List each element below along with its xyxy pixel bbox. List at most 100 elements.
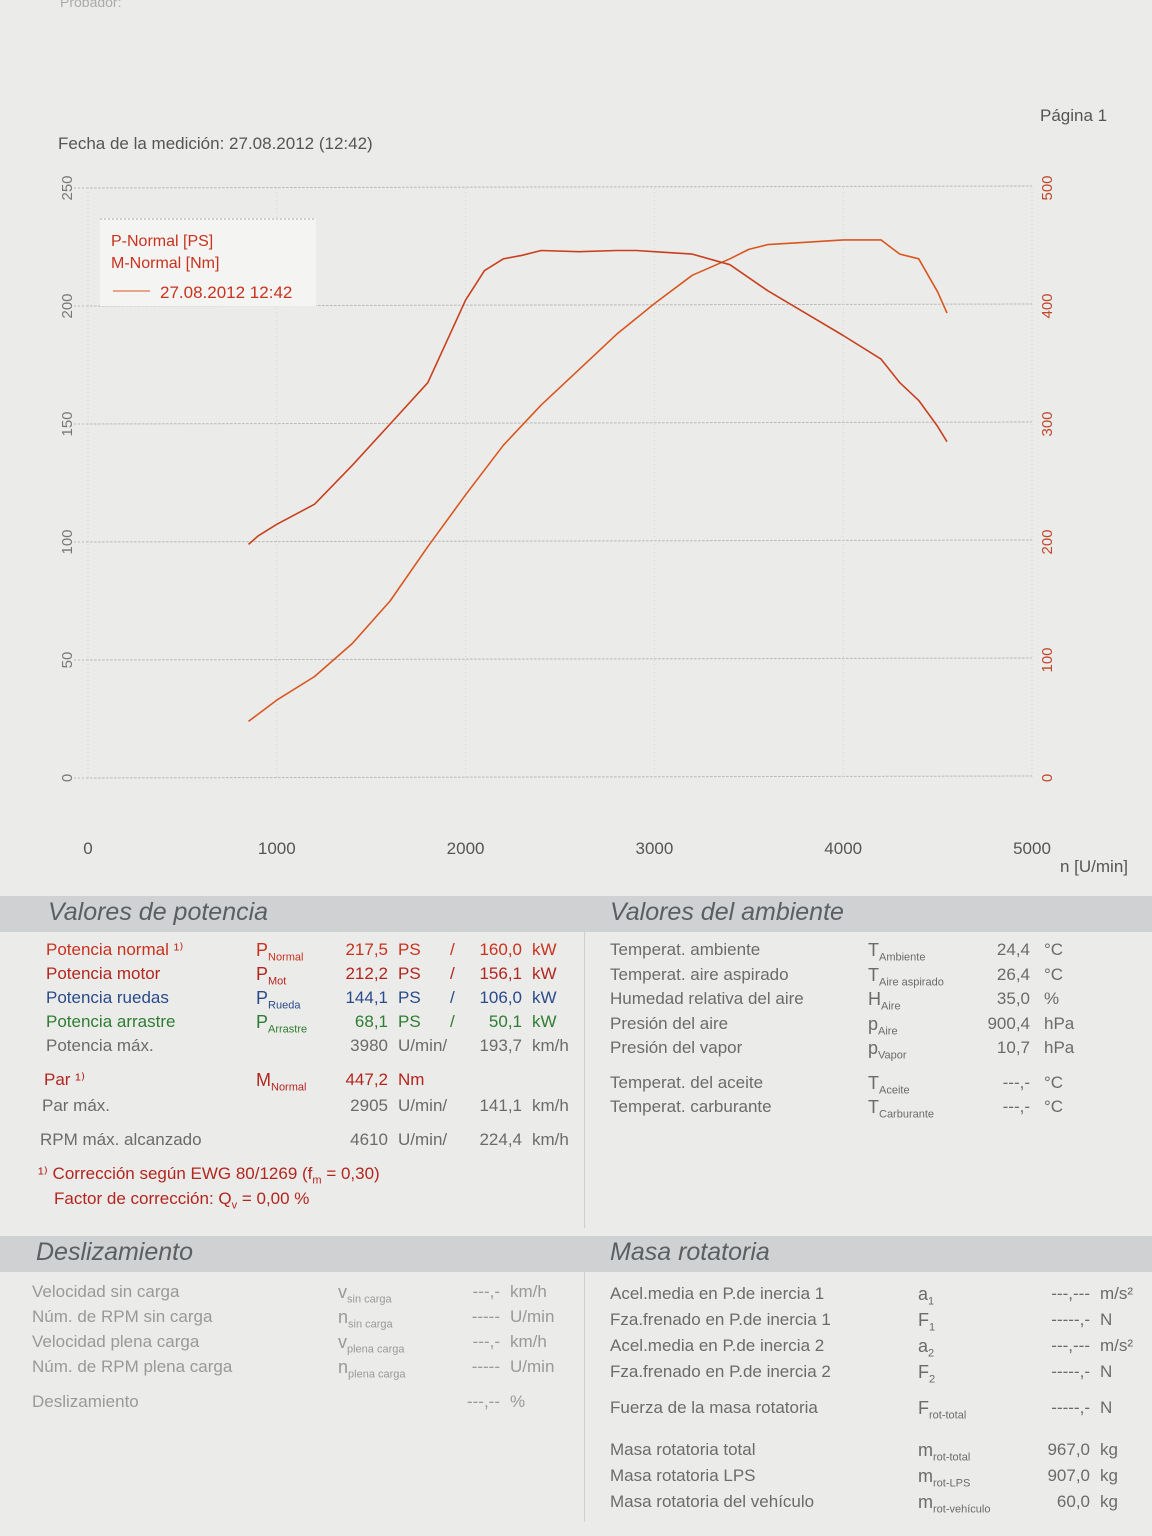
y-left-tick-label: 50: [59, 652, 76, 669]
y-right-tick-label: 200: [1039, 529, 1056, 554]
row-value: ---,---: [1051, 1336, 1090, 1355]
row-value: ---,--: [466, 1392, 500, 1411]
row-value: 907,0: [1047, 1466, 1090, 1485]
row-label: Velocidad plena carga: [32, 1332, 200, 1351]
row-value: -----,-: [1051, 1310, 1090, 1329]
y-left-ticks: 0 50 100 150 200 250: [59, 175, 76, 782]
row-value: -----,-: [1051, 1398, 1090, 1417]
y-left-tick-label: 100: [59, 529, 76, 554]
row-value: 60,0: [1056, 1492, 1090, 1511]
x-tick-label: 3000: [635, 839, 673, 858]
row-value: 24,4: [996, 940, 1030, 959]
row-value: ---,-: [472, 1282, 500, 1301]
row-symbol: TAmbiente: [868, 940, 926, 964]
row-unit: U/min: [510, 1357, 555, 1376]
grid-line-h-right: [87, 775, 1033, 779]
row-symbol: mrot-LPS: [918, 1466, 971, 1490]
row-value: 26,4: [996, 964, 1030, 984]
row-label: Presión del aire: [610, 1013, 729, 1033]
row-unit: km/h: [510, 1332, 547, 1351]
row-unit: m/s²: [1100, 1336, 1134, 1355]
row-symbol: HAire: [868, 989, 901, 1013]
x-tick-label: 1000: [258, 839, 296, 858]
page-number: Página 1: [1040, 106, 1108, 125]
row-symbol: TAire aspirado: [868, 964, 944, 989]
x-ticks: 0 1000 2000 3000 4000 5000: [83, 839, 1051, 858]
row-label: Humedad relativa del aire: [610, 989, 804, 1008]
grid-line-h-right: [87, 421, 1033, 425]
row-label: Temperat. del aceite: [610, 1072, 764, 1092]
row-value: 900,4: [987, 1013, 1030, 1033]
row-symbol: Frot-total: [918, 1398, 967, 1422]
row-label: Deslizamiento: [32, 1392, 139, 1411]
row-symbol: pAire: [868, 1013, 898, 1038]
row-symbol: a1: [918, 1284, 935, 1308]
row-label: Temperat. carburante: [610, 1097, 772, 1116]
section-title-masa: Masa rotatoria: [610, 1238, 770, 1266]
row-unit: N: [1100, 1398, 1113, 1417]
legend-run-label: 27.08.2012 12:42: [160, 283, 292, 302]
row-value: 967,0: [1047, 1440, 1090, 1459]
row-value: -----: [471, 1307, 500, 1326]
section-title-deslizamiento: Deslizamiento: [36, 1238, 194, 1266]
row-symbol: mrot-vehículo: [918, 1492, 991, 1516]
row-symbol: F1: [918, 1310, 936, 1334]
row-label: Fza.frenado en P.de inercia 2: [610, 1362, 831, 1381]
row-value: 10,7: [996, 1038, 1030, 1057]
row-unit: kg: [1100, 1440, 1118, 1459]
x-tick-label: 2000: [447, 839, 485, 858]
row-unit: hPa: [1044, 1038, 1075, 1057]
row-label: Masa rotatoria total: [610, 1440, 756, 1459]
row-unit: N: [1100, 1310, 1113, 1329]
correction-factor: Factor de corrección: Qv = 0,00 %: [54, 1189, 310, 1212]
measurement-date: Fecha de la medición: 27.08.2012 (12:42): [58, 134, 373, 153]
column-divider-bottom: [584, 1272, 585, 1522]
grid-line-h-right: [87, 303, 1033, 307]
section-title-potencia: Valores de potencia: [48, 898, 269, 926]
row-unit: %: [1044, 989, 1060, 1008]
row-unit: kg: [1100, 1466, 1118, 1485]
row-label: Núm. de RPM sin carga: [32, 1307, 213, 1326]
tester-label: Probador:: [60, 0, 122, 10]
row-label: Temperat. aire aspirado: [610, 964, 789, 984]
row-symbol: nplena carga: [338, 1357, 406, 1381]
header-band-top: [0, 896, 1152, 932]
row-value: ---,-: [472, 1332, 500, 1351]
header-band-bottom: [0, 1236, 1152, 1272]
row-symbol: F2: [918, 1362, 936, 1386]
y-right-tick-label: 400: [1039, 293, 1056, 318]
row-unit: °C: [1044, 1097, 1064, 1116]
row-label: Temperat. ambiente: [610, 940, 761, 959]
dyno-chart: 0 50 100 150 200 250 0 100 200 300 400 500 0 1000 20…: [59, 175, 1128, 876]
grid-line-h-right: [87, 539, 1033, 543]
x-tick-label: 4000: [824, 839, 862, 858]
grid-line-h-right: [87, 657, 1033, 661]
row-symbol: pVapor: [868, 1038, 907, 1062]
row-unit: km/h: [510, 1282, 547, 1301]
x-axis-label: n [U/min]: [1060, 857, 1128, 876]
chart-legend: P-Normal [PS] M-Normal [Nm] 27.08.2012 1…: [100, 218, 316, 306]
y-left-tick-label: 250: [59, 175, 76, 200]
series-line-power: [248, 239, 948, 723]
row-value: ---,-: [1002, 1072, 1030, 1092]
row-value: ---,---: [1051, 1284, 1090, 1303]
row-unit: N: [1100, 1362, 1113, 1381]
row-label: Velocidad sin carga: [32, 1282, 180, 1301]
row-unit: °C: [1044, 940, 1064, 959]
row-label: Presión del vapor: [610, 1038, 743, 1057]
row-symbol: vplena carga: [338, 1332, 405, 1356]
row-value: -----,-: [1051, 1362, 1090, 1381]
row-label: Acel.media en P.de inercia 1: [610, 1284, 825, 1303]
row-symbol: TAceite: [868, 1072, 910, 1097]
x-tick-label: 5000: [1013, 839, 1051, 858]
row-label: Fuerza de la masa rotatoria: [610, 1398, 818, 1417]
row-unit: %: [510, 1392, 526, 1411]
row-label: Núm. de RPM plena carga: [32, 1357, 233, 1376]
row-unit: U/min: [510, 1307, 555, 1326]
row-unit: hPa: [1044, 1013, 1075, 1033]
y-right-tick-label: 300: [1039, 411, 1056, 436]
y-right-tick-label: 100: [1039, 647, 1056, 672]
row-value: ---,-: [1002, 1097, 1030, 1116]
section-title-ambiente: Valores del ambiente: [610, 898, 844, 926]
y-left-tick-label: 150: [59, 411, 76, 436]
